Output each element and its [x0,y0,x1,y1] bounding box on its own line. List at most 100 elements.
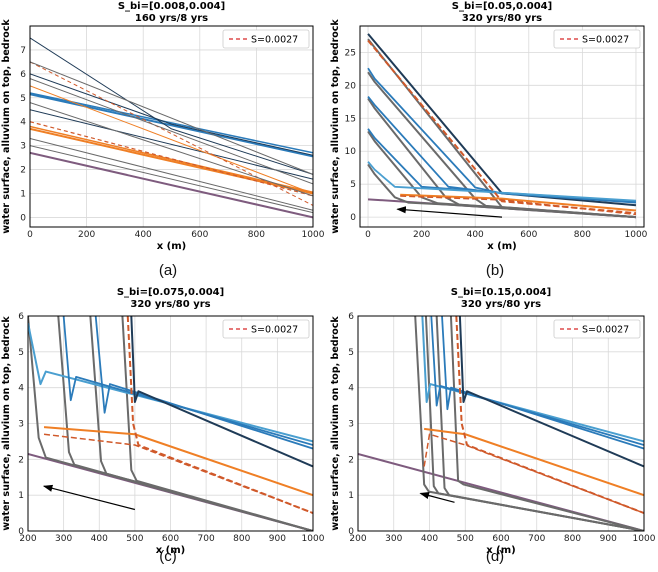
x-tick-label: 400 [467,230,484,240]
x-tick-label: 400 [135,230,152,240]
series-line-alluvium-dashed [400,195,637,216]
y-tick-label: 0 [350,213,356,223]
series-line-bedrock-early-5 [30,145,313,214]
x-tick-label: 900 [269,534,286,544]
series-line-water-t4 [367,128,637,203]
x-tick-label: 800 [248,230,265,240]
x-axis-label: x (m) [157,241,187,252]
axes-frame [357,315,645,532]
series-line-alluvium [30,127,313,195]
chart-title-line1: S_bi=[0.05,0.004] [452,1,552,12]
y-tick-label: 3 [348,420,354,430]
x-tick-label: 600 [162,534,179,544]
x-tick-label: 800 [574,230,591,240]
x-tick-label: 900 [600,534,617,544]
x-axis-label: x (m) [486,545,516,556]
caption-c: (c) [159,548,177,565]
series-line-water-t3 [430,316,644,446]
x-tick-label: 0 [365,230,371,240]
y-tick-label: 1 [20,190,26,200]
series-line-water-surface [30,92,313,154]
chart-panel-c: 200 300 400 500 600 700 800 900 1000 0 1 2 3 4 5 6 x (m)… [1,287,325,556]
y-tick-label: 1 [18,491,24,501]
x-axis-label: x (m) [487,241,517,252]
x-tick-label: 600 [191,230,208,240]
x-tick-label: 300 [55,534,72,544]
x-tick-label: 500 [126,534,143,544]
y-tick-label: 5 [18,348,24,358]
series-line-water-surface-early-2 [30,73,313,156]
axes-frame [29,25,314,228]
knickpoint-migration-arrow [396,206,503,218]
series-line-bedrock-early-3 [30,102,313,197]
series-line-water-t1 [458,316,644,468]
series-line-alluvium-early-dashed [30,61,313,206]
x-tick-label: 1000 [302,230,325,240]
y-tick-label: 5 [350,180,356,190]
series-line-alluvium-2 [30,125,313,194]
axes-frame [27,315,314,532]
x-tick-label: 700 [198,534,215,544]
x-tick-label: 800 [233,534,250,544]
y-tick-label: 0 [348,527,354,537]
legend-box [222,29,310,49]
x-tick-label: 600 [492,534,509,544]
y-tick-label: 3 [18,420,24,430]
legend-label: S=0.0027 [582,35,629,46]
x-tick-label: 200 [19,534,36,544]
chart-title-line1: S_bi=[0.075,0.004] [117,287,224,298]
plot-area [30,37,313,219]
chart-panel-d: 200 300 400 500 600 700 800 900 1000 0 1 2 3 4 5 6 x (m)… [330,287,656,556]
plot-area [367,33,637,219]
knickpoint-migration-arrow [42,484,136,511]
y-tick-label: 2 [20,166,26,176]
y-tick-label: 6 [20,70,26,80]
y-tick-label: 4 [18,384,24,394]
series-line-water-t2 [94,316,313,450]
series-line-alluvium-early [30,85,313,194]
y-tick-label: 1 [348,491,354,501]
caption-a: (a) [158,262,178,279]
series-line-water-surface-early-3 [30,109,313,180]
series-line-water-t4 [421,316,644,443]
chart-title-line2: 320 yrs/80 yrs [462,13,542,24]
x-tick-label: 400 [91,534,108,544]
y-tick-label: 4 [348,384,354,394]
x-tick-label: 200 [413,230,430,240]
legend-box [222,319,310,339]
x-tick-label: 1000 [302,534,325,544]
y-axis-label: water surface, alluvium on top, bedrock [1,316,12,531]
chart-panel-a: 0 200 400 600 800 1000 0 1 2 3 4 5 6 7 x (m) water surf… [1,1,325,252]
x-tick-label: 1000 [633,534,656,544]
chart-title-line1: S_bi=[0.008,0.004] [118,1,225,12]
x-tick-label: 800 [564,534,581,544]
y-axis-label: water surface, alluvium on top, bedrock [1,19,12,234]
legend-label: S=0.0027 [251,35,298,46]
x-tick-label: 200 [349,534,366,544]
series-line-bedrock-early-2 [30,78,313,185]
series-line-bedrock [30,151,313,219]
y-tick-label: 0 [18,527,24,537]
series-line-water-surface-(latest) [30,93,313,158]
plot-area [28,316,313,531]
series-line-water-t1 [130,316,313,468]
x-tick-label: 300 [385,534,402,544]
series-line-alluvium-dashed [423,433,644,514]
x-tick-label: 600 [520,230,537,240]
caption-b: (b) [485,262,505,279]
legend-box [553,319,641,339]
x-tick-label: 0 [27,230,33,240]
series-line-alluvium-dashed-t1 [126,316,313,515]
y-tick-label: 0 [20,213,26,223]
series-line-water-t2 [441,316,644,450]
y-tick-label: 4 [20,118,26,128]
axes-frame [359,25,645,228]
x-tick-label: 200 [78,230,95,240]
series-line-bedrock-t4 [367,130,637,219]
series-line-bedrock-early-1 [30,61,313,175]
caption-d: (d) [485,548,505,565]
chart-title-line2: 320 yrs/80 yrs [130,299,210,310]
series-line-water-surface-early [30,37,313,175]
y-tick-label: 7 [20,46,26,56]
chart-title-line1: S_bi=[0.15,0.004] [451,287,551,298]
